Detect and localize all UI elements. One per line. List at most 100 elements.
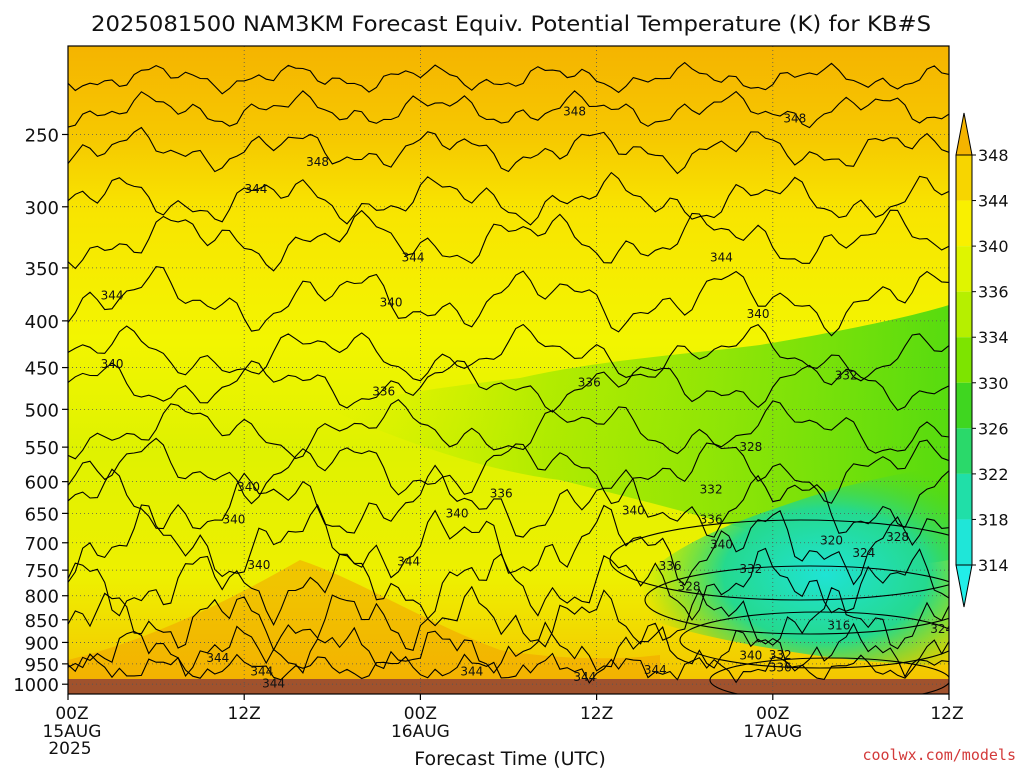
contour-label: 328 [678, 580, 701, 594]
contour-line [68, 323, 949, 382]
contour-line [68, 171, 949, 226]
contour-line [68, 464, 949, 538]
contour-line [68, 90, 949, 129]
contour-label: 332 [700, 482, 723, 496]
colorbar-label: 336 [978, 283, 1009, 302]
colorbar: 348 344 340 336 334 330 326 322 318 314 [955, 112, 1009, 608]
contour-label: 316 [827, 618, 850, 632]
contour-line [68, 399, 949, 460]
colorbar-segment [956, 246, 972, 292]
contour-line [68, 61, 949, 95]
contour-label: 328 [739, 440, 762, 454]
contour-label: 324 [930, 622, 953, 636]
y-tick-label: 300 [25, 198, 59, 219]
colorbar-label: 348 [978, 146, 1009, 165]
colorbar-segment [956, 291, 972, 338]
x-tick-label: 12Z [228, 704, 261, 724]
contour-line [68, 585, 949, 652]
colorbar-segment [956, 155, 972, 201]
contour-ring [709, 657, 949, 694]
y-tick-label: 400 [25, 312, 59, 333]
contour-label: 348 [783, 111, 806, 125]
contour-label: 340 [380, 296, 403, 310]
x-tick-label: 00Z [55, 704, 88, 724]
colorbar-top-arrow [955, 112, 973, 156]
x-tick-label: 00Z [404, 704, 437, 724]
contour-label: 344 [402, 251, 425, 265]
contour-label: 340 [710, 537, 733, 551]
colorbar-frame [955, 154, 973, 566]
contour-line [68, 652, 949, 684]
contour-label: 344 [644, 663, 667, 677]
colorbar-bottom-arrow [955, 564, 973, 608]
contour-label: 340 [622, 503, 645, 517]
contour-label: 344 [573, 670, 596, 684]
contour-ring [609, 519, 949, 601]
colorbar-label: 318 [978, 510, 1009, 529]
y-tick-label: 950 [25, 655, 59, 676]
y-tick-label: 350 [25, 259, 59, 280]
contour-label: 340 [747, 307, 770, 321]
colorbar-segment [956, 519, 972, 565]
contour-label: 344 [244, 182, 267, 196]
green-region [330, 305, 949, 564]
colorbar-label: 330 [978, 374, 1009, 393]
y-axis: 2503003504004505005506006507007508008509… [13, 125, 68, 696]
colorbar-segment [956, 337, 972, 383]
y-tick-label: 900 [25, 633, 59, 654]
colorbar-segment [956, 428, 972, 474]
x-tick-date: 15AUG [43, 722, 102, 742]
contour-line [68, 209, 949, 272]
contour-label: 340 [222, 512, 245, 526]
contour-line [68, 360, 949, 413]
below-ground [68, 679, 949, 694]
contour-line [68, 547, 949, 627]
contour-label: 336 [769, 661, 792, 675]
colorbar-segment [956, 200, 972, 247]
contour-label: 340 [237, 480, 260, 494]
contour-label: 336 [578, 375, 601, 389]
contour-label: 348 [306, 155, 329, 169]
moist-core-region [640, 465, 949, 665]
y-tick-label: 700 [25, 534, 59, 555]
y-tick-label: 550 [25, 438, 59, 459]
y-tick-label: 450 [25, 359, 59, 380]
contour-label: 336 [659, 559, 682, 573]
colorbar-label: 344 [978, 192, 1009, 211]
contour-label: 332 [769, 648, 792, 662]
y-tick-label: 800 [25, 587, 59, 608]
contour-label: 340 [247, 558, 270, 572]
plot-frame [67, 45, 950, 695]
contour-line [68, 437, 949, 505]
y-tick-label: 850 [25, 611, 59, 632]
y-tick-label: 750 [25, 561, 59, 582]
contour-line [68, 126, 949, 175]
contour-label: 336 [372, 385, 395, 399]
colorbar-label: 334 [978, 328, 1009, 347]
contour-label: 344 [250, 665, 273, 679]
contour-label: 344 [262, 676, 285, 690]
contour-ring [644, 565, 949, 635]
x-axis-label: Forecast Time (UTC) [414, 748, 605, 768]
contour-label: 340 [101, 357, 124, 371]
x-tick-label: 12Z [930, 704, 963, 724]
contour-line [68, 266, 949, 337]
y-tick-label: 600 [25, 473, 59, 494]
contour-ring [679, 611, 949, 669]
contour-label: 344 [710, 251, 733, 265]
x-tick-label: 12Z [580, 704, 613, 724]
y-tick-label: 500 [25, 400, 59, 421]
contour-label: 344 [101, 288, 124, 302]
colorbar-label: 326 [978, 419, 1009, 438]
surface-warm-band [68, 560, 660, 694]
contour-lines [68, 61, 949, 694]
colorbar-segment [956, 382, 972, 429]
contour-label: 324 [852, 546, 875, 560]
contour-label: 328 [886, 530, 909, 544]
x-tick-date: 17AUG [743, 722, 802, 742]
x-tick-label: 00Z [756, 704, 789, 724]
y-tick-label: 250 [25, 125, 59, 146]
